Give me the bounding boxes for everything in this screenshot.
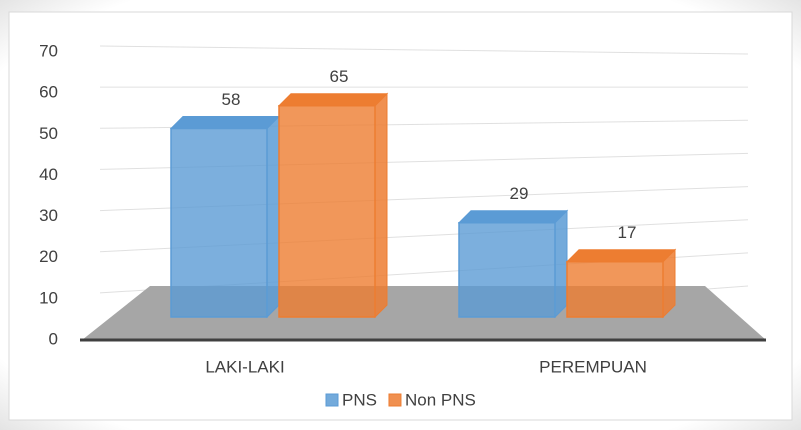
legend-swatch [388,393,402,407]
plot-area [8,11,793,421]
y-tick-label: 30 [39,206,58,225]
bar-top [457,210,569,224]
legend-label: Non PNS [405,390,476,409]
y-tick-label: 10 [39,288,58,307]
data-label: 17 [618,223,637,242]
bar [566,261,664,318]
legend-swatch [325,393,339,407]
data-label: 29 [510,184,529,203]
bar-side [554,209,568,319]
grid-line [99,45,749,55]
y-tick-label: 70 [39,41,58,60]
bar-top [277,93,389,107]
x-tick-label: PEREMPUAN [539,357,647,376]
bar [458,222,556,318]
y-tick-label: 60 [39,83,58,102]
bar-side [266,115,280,319]
data-label: 58 [222,90,241,109]
x-tick-label: LAKI-LAKI [205,357,284,376]
bar-top [169,116,281,129]
bar-side [374,92,388,319]
legend-label: PNS [342,390,377,409]
data-label: 65 [330,67,349,86]
bar [170,127,268,318]
y-tick-label: 20 [39,247,58,266]
y-tick-label: 40 [39,165,58,184]
y-tick-label: 0 [49,329,58,348]
bar-top [565,249,677,263]
bar [278,105,376,318]
y-tick-label: 50 [39,124,58,143]
